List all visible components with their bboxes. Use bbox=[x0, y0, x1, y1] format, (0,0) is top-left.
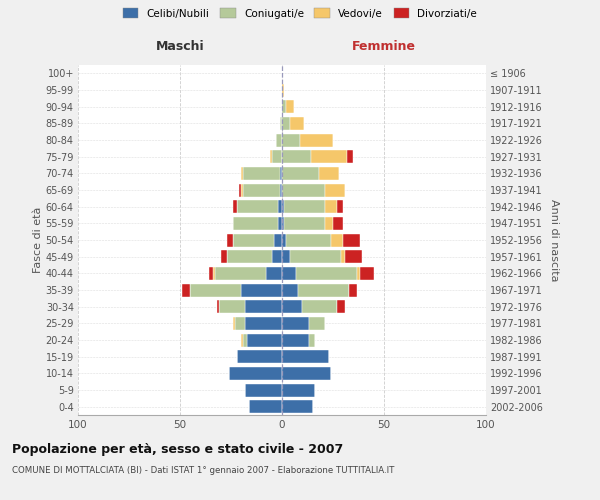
Bar bbox=[278, 217, 282, 230]
Bar bbox=[301, 134, 333, 146]
Bar bbox=[245, 317, 282, 330]
Bar bbox=[308, 317, 325, 330]
Bar bbox=[347, 150, 353, 163]
Bar bbox=[284, 217, 325, 230]
Bar bbox=[245, 384, 282, 396]
Text: Femmine: Femmine bbox=[352, 40, 416, 52]
Bar bbox=[243, 334, 247, 346]
Bar bbox=[282, 350, 329, 363]
Bar bbox=[233, 200, 237, 213]
Bar bbox=[282, 150, 311, 163]
Bar bbox=[241, 184, 243, 196]
Bar bbox=[282, 167, 319, 180]
Bar bbox=[325, 200, 337, 213]
Y-axis label: Fasce di età: Fasce di età bbox=[32, 207, 43, 273]
Bar bbox=[239, 184, 241, 196]
Bar bbox=[290, 250, 341, 263]
Bar bbox=[245, 300, 282, 313]
Bar bbox=[229, 367, 282, 380]
Bar bbox=[276, 134, 282, 146]
Bar bbox=[272, 150, 282, 163]
Bar bbox=[296, 267, 358, 280]
Bar bbox=[325, 217, 333, 230]
Bar bbox=[266, 267, 282, 280]
Bar bbox=[325, 184, 345, 196]
Bar bbox=[274, 234, 282, 246]
Bar bbox=[243, 184, 280, 196]
Bar bbox=[349, 284, 358, 296]
Bar bbox=[308, 334, 314, 346]
Bar bbox=[282, 84, 284, 96]
Bar bbox=[217, 300, 219, 313]
Bar bbox=[282, 100, 286, 113]
Bar bbox=[280, 167, 282, 180]
Bar bbox=[358, 267, 359, 280]
Bar bbox=[282, 367, 331, 380]
Bar bbox=[282, 134, 301, 146]
Bar bbox=[221, 250, 227, 263]
Bar bbox=[282, 334, 308, 346]
Bar bbox=[272, 250, 282, 263]
Bar bbox=[282, 267, 296, 280]
Bar bbox=[270, 150, 272, 163]
Y-axis label: Anni di nascita: Anni di nascita bbox=[548, 198, 559, 281]
Bar bbox=[282, 217, 284, 230]
Bar bbox=[282, 250, 290, 263]
Bar bbox=[233, 234, 274, 246]
Legend: Celibi/Nubili, Coniugati/e, Vedovi/e, Divorziati/e: Celibi/Nubili, Coniugati/e, Vedovi/e, Di… bbox=[119, 5, 481, 21]
Bar bbox=[343, 234, 359, 246]
Bar bbox=[237, 350, 282, 363]
Bar bbox=[209, 267, 212, 280]
Bar bbox=[282, 284, 298, 296]
Bar bbox=[227, 234, 233, 246]
Bar bbox=[233, 317, 235, 330]
Bar bbox=[284, 200, 325, 213]
Bar bbox=[278, 200, 282, 213]
Bar bbox=[359, 267, 374, 280]
Bar bbox=[282, 200, 284, 213]
Bar bbox=[331, 234, 343, 246]
Bar bbox=[333, 217, 343, 230]
Bar bbox=[282, 300, 302, 313]
Bar bbox=[241, 334, 243, 346]
Bar bbox=[212, 267, 215, 280]
Bar bbox=[282, 117, 290, 130]
Bar bbox=[282, 317, 308, 330]
Bar bbox=[247, 334, 282, 346]
Bar bbox=[282, 234, 286, 246]
Bar bbox=[286, 234, 331, 246]
Text: Popolazione per età, sesso e stato civile - 2007: Popolazione per età, sesso e stato civil… bbox=[12, 442, 343, 456]
Bar bbox=[219, 300, 245, 313]
Bar bbox=[282, 184, 325, 196]
Bar bbox=[345, 250, 362, 263]
Bar bbox=[243, 167, 280, 180]
Bar bbox=[282, 400, 313, 413]
Bar bbox=[319, 167, 339, 180]
Bar bbox=[337, 200, 343, 213]
Bar bbox=[227, 250, 272, 263]
Bar bbox=[298, 284, 349, 296]
Bar bbox=[241, 167, 243, 180]
Bar bbox=[286, 100, 294, 113]
Bar bbox=[237, 200, 278, 213]
Bar bbox=[341, 250, 345, 263]
Bar bbox=[280, 184, 282, 196]
Bar bbox=[250, 400, 282, 413]
Text: Maschi: Maschi bbox=[155, 40, 205, 52]
Bar bbox=[241, 284, 282, 296]
Bar bbox=[235, 317, 245, 330]
Bar bbox=[182, 284, 190, 296]
Bar bbox=[280, 117, 282, 130]
Bar bbox=[190, 284, 241, 296]
Bar bbox=[311, 150, 347, 163]
Bar bbox=[337, 300, 345, 313]
Bar bbox=[290, 117, 304, 130]
Bar bbox=[282, 384, 314, 396]
Text: COMUNE DI MOTTALCIATA (BI) - Dati ISTAT 1° gennaio 2007 - Elaborazione TUTTITALI: COMUNE DI MOTTALCIATA (BI) - Dati ISTAT … bbox=[12, 466, 394, 475]
Bar bbox=[302, 300, 337, 313]
Bar bbox=[233, 217, 278, 230]
Bar bbox=[215, 267, 266, 280]
